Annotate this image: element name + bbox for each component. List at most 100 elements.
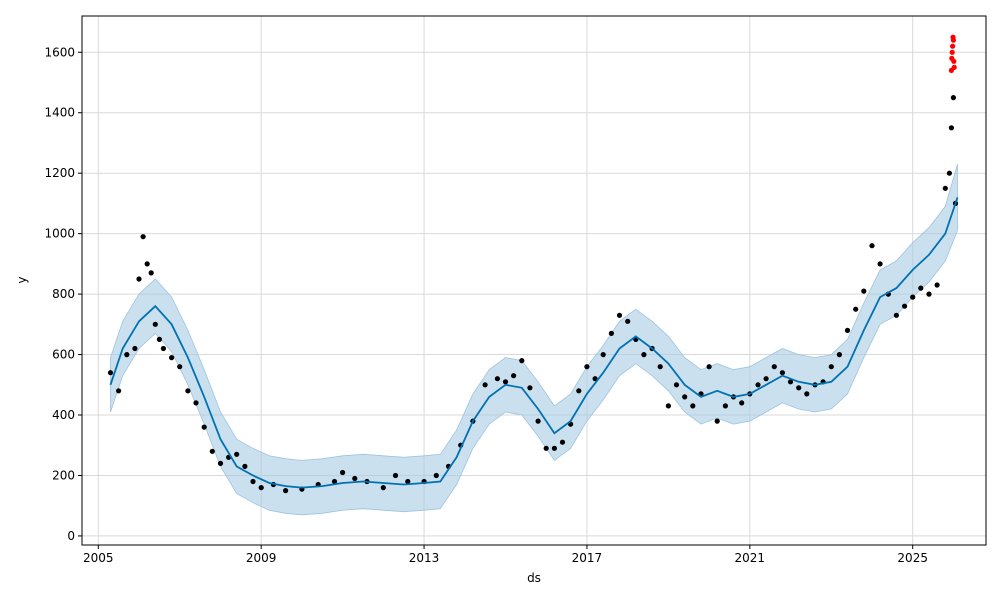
observed-point bbox=[616, 312, 623, 318]
observed-point bbox=[156, 336, 162, 342]
observed-point bbox=[193, 400, 199, 406]
observed-point bbox=[352, 475, 358, 482]
observed-point bbox=[527, 385, 533, 391]
observed-point bbox=[706, 364, 712, 370]
observed-point bbox=[836, 352, 843, 358]
observed-point bbox=[559, 439, 566, 445]
observed-point bbox=[144, 261, 150, 267]
observed-point bbox=[392, 472, 399, 479]
observed-point bbox=[116, 388, 122, 394]
y-tick-label: 800 bbox=[52, 287, 75, 301]
observed-point bbox=[828, 364, 834, 370]
observed-point bbox=[201, 424, 207, 430]
highlighted-point bbox=[950, 37, 957, 43]
observed-point bbox=[169, 355, 175, 361]
x-tick-label: 2025 bbox=[897, 551, 928, 565]
uncertainty-band-layer bbox=[110, 163, 958, 516]
observed-point bbox=[946, 170, 953, 176]
observed-point bbox=[861, 288, 867, 294]
y-tick-label: 600 bbox=[52, 348, 75, 362]
observed-point bbox=[844, 327, 851, 333]
observed-point bbox=[763, 376, 769, 382]
y-tick-label: 1600 bbox=[44, 45, 75, 59]
observed-point bbox=[942, 185, 948, 191]
observed-point bbox=[950, 95, 957, 101]
observed-points-layer bbox=[107, 95, 959, 494]
y-tick-label: 1000 bbox=[44, 227, 75, 241]
observed-point bbox=[592, 376, 598, 382]
observed-point bbox=[804, 391, 810, 397]
observed-point bbox=[948, 125, 955, 131]
x-tick-label: 2009 bbox=[246, 551, 277, 565]
plot-frame bbox=[81, 15, 987, 546]
highlighted-point bbox=[950, 43, 956, 49]
y-tick-label: 400 bbox=[52, 408, 75, 422]
observed-point bbox=[608, 330, 615, 336]
observed-point bbox=[258, 485, 264, 491]
observed-point bbox=[722, 403, 729, 409]
forecast-line-layer bbox=[109, 197, 959, 489]
y-tick-label: 200 bbox=[52, 468, 75, 482]
observed-point bbox=[217, 460, 224, 466]
observed-point bbox=[124, 352, 130, 358]
highlighted-point bbox=[951, 64, 957, 70]
observed-point bbox=[641, 352, 647, 358]
observed-point bbox=[380, 485, 386, 491]
x-tick-label: 2017 bbox=[572, 551, 603, 565]
observed-point bbox=[502, 379, 509, 385]
x-axis-label: ds bbox=[527, 571, 541, 585]
observed-point bbox=[535, 418, 541, 424]
observed-point bbox=[682, 394, 688, 400]
observed-point bbox=[673, 382, 680, 388]
observed-point bbox=[584, 364, 590, 370]
y-axis-label: y bbox=[15, 276, 29, 283]
observed-point bbox=[853, 306, 859, 312]
highlighted-points-layer bbox=[948, 34, 957, 73]
observed-point bbox=[331, 478, 338, 485]
observed-point bbox=[433, 472, 439, 479]
observed-point bbox=[494, 376, 500, 382]
observed-point bbox=[160, 345, 166, 352]
observed-point bbox=[893, 312, 900, 318]
observed-point bbox=[657, 364, 663, 370]
observed-point bbox=[482, 382, 488, 388]
observed-point bbox=[755, 382, 761, 388]
observed-point bbox=[934, 282, 940, 288]
observed-point bbox=[543, 445, 549, 451]
observed-point bbox=[690, 403, 696, 409]
x-tick-label: 2013 bbox=[409, 551, 440, 565]
observed-point bbox=[551, 445, 558, 451]
observed-point bbox=[796, 385, 802, 391]
observed-point bbox=[510, 373, 517, 379]
y-tick-label: 1200 bbox=[44, 166, 75, 180]
observed-point bbox=[926, 291, 932, 297]
observed-point bbox=[185, 388, 191, 394]
observed-point bbox=[519, 358, 525, 364]
observed-point bbox=[918, 285, 924, 291]
observed-point bbox=[576, 388, 582, 394]
x-tick-label: 2021 bbox=[735, 551, 766, 565]
observed-point bbox=[771, 364, 777, 370]
observed-point bbox=[148, 270, 154, 276]
observed-point bbox=[132, 345, 138, 352]
observed-point bbox=[787, 379, 794, 385]
observed-point bbox=[600, 352, 606, 358]
observed-point bbox=[739, 400, 745, 406]
observed-point bbox=[714, 418, 720, 424]
observed-point bbox=[340, 469, 346, 476]
observed-point bbox=[405, 478, 411, 485]
y-tick-label: 1400 bbox=[44, 106, 75, 120]
observed-point bbox=[665, 403, 672, 409]
observed-point bbox=[177, 364, 183, 370]
observed-point bbox=[910, 294, 916, 300]
observed-point bbox=[140, 234, 146, 240]
observed-point bbox=[779, 370, 786, 376]
y-tick-label: 0 bbox=[67, 529, 75, 543]
observed-point bbox=[902, 303, 908, 309]
observed-point bbox=[869, 243, 875, 249]
observed-point bbox=[283, 488, 289, 494]
observed-point bbox=[250, 478, 256, 485]
axes-layer: 0 200 400 600 800 1000 1200 1400 1600 2005 2009 201… bbox=[44, 45, 928, 565]
observed-point bbox=[234, 451, 240, 457]
forecast-line bbox=[109, 197, 959, 489]
